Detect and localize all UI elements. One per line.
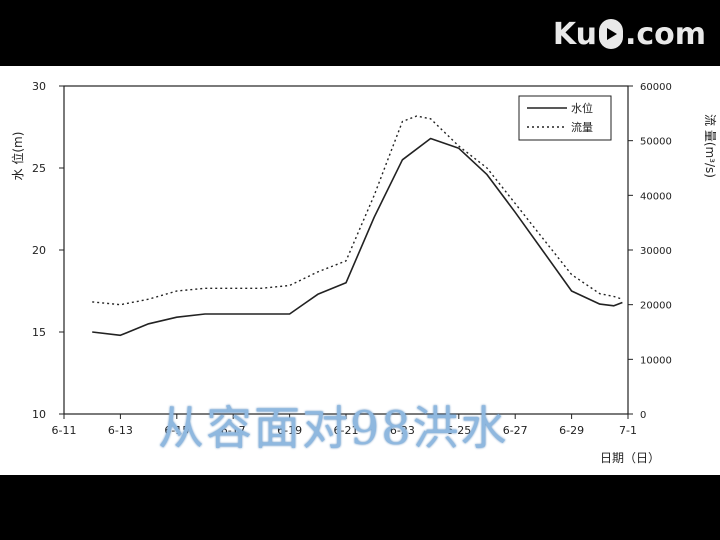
y-right-tick-label: 10000 xyxy=(640,355,672,366)
x-tick-label: 6-13 xyxy=(108,424,133,437)
x-tick-label: 6-29 xyxy=(559,424,584,437)
bottom-letterbox xyxy=(0,475,720,540)
chart: 6-11 6-13 6-15 6-17 6-19 6-21 6-23 6-25 6-27 6-29… xyxy=(10,80,717,465)
x-tick-label: 6-27 xyxy=(503,424,528,437)
y-right-tick-label: 50000 xyxy=(640,137,672,148)
y-right-tick-label: 30000 xyxy=(640,246,672,257)
y-right-tick-label: 60000 xyxy=(640,82,672,93)
x-tick-label: 6-15 xyxy=(164,424,189,437)
y-right-tick-label: 0 xyxy=(640,410,646,421)
legend-label-2: 流量 xyxy=(571,120,593,134)
x-tick-label: 7-1 xyxy=(619,424,637,437)
y-right-tick-label: 40000 xyxy=(640,191,672,202)
y-left-tick-label: 15 xyxy=(32,326,46,339)
y-right-axis-label: 流 量(m³/s) xyxy=(703,114,717,178)
logo-left-text: Ku xyxy=(552,16,597,52)
y-right-tick-label: 20000 xyxy=(640,301,672,312)
logo-right-text: .com xyxy=(624,16,706,52)
chart-frame: 6-11 6-13 6-15 6-17 6-19 6-21 6-23 6-25 6-27 6-29… xyxy=(0,66,720,475)
x-tick-label: 6-25 xyxy=(446,424,471,437)
x-axis-label: 日期（日） xyxy=(600,451,660,465)
y-left-axis-label: 水 位(m) xyxy=(10,132,25,181)
x-tick-label: 6-21 xyxy=(334,424,359,437)
series-line-1 xyxy=(92,137,623,337)
series-line-2 xyxy=(92,115,623,306)
x-tick-label: 6-11 xyxy=(52,424,77,437)
legend-label-1: 水位 xyxy=(571,101,593,115)
y-left-tick-label: 10 xyxy=(32,408,46,421)
x-tick-label: 6-17 xyxy=(221,424,246,437)
top-letterbox: Ku .com xyxy=(0,0,720,66)
y-left-tick-label: 20 xyxy=(32,244,46,257)
site-logo[interactable]: Ku .com xyxy=(553,14,706,54)
y-left-tick-label: 30 xyxy=(32,80,46,93)
play-icon xyxy=(598,19,623,49)
overlay-caption: 从容面对98洪水 xyxy=(158,401,509,455)
x-tick-label: 6-23 xyxy=(390,424,415,437)
legend-box xyxy=(518,95,612,141)
x-tick-label: 6-19 xyxy=(277,424,302,437)
y-left-tick-label: 25 xyxy=(32,162,46,175)
